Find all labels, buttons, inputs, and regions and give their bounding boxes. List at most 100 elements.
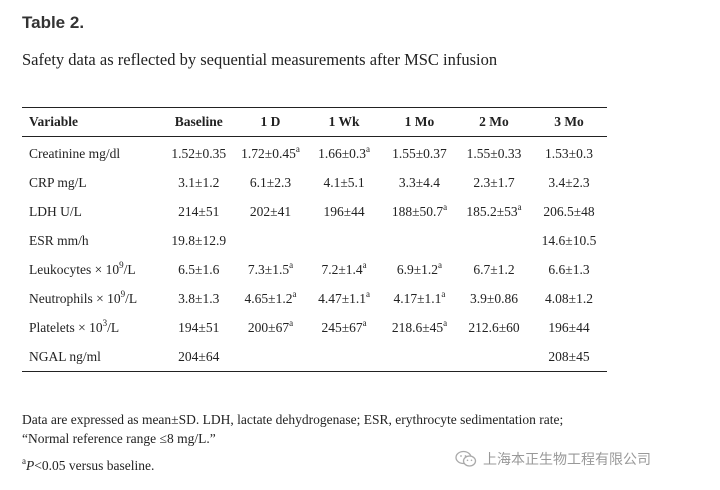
safety-data-table: Variable Baseline 1 D 1 Wk 1 Mo 2 Mo 3 M… [22, 107, 607, 372]
cell-value: 4.47±1.1 [318, 290, 367, 306]
cell-value: 196±44 [323, 203, 365, 219]
table-cell: 3.4±2.3 [531, 168, 607, 197]
significance-marker: a [441, 288, 446, 299]
table-cell: 1.66±0.3a [306, 137, 382, 169]
table-row: Neutrophils × 109/L 3.8±1.3 4.65±1.2a 4.47±… [22, 284, 607, 313]
table-cell: 6.5±1.6 [163, 255, 235, 284]
table-cell: 3.1±1.2 [163, 168, 235, 197]
table-cell [382, 226, 457, 255]
row-variable-label: Leukocytes × 109/L [22, 255, 163, 284]
cell-value: 3.9±0.86 [470, 290, 518, 306]
variable-name: CRP mg/L [29, 174, 87, 190]
header-1wk: 1 Wk [328, 114, 360, 129]
significance-marker: a [438, 259, 443, 270]
cell-value: 1.53±0.3 [545, 145, 593, 161]
cell-value: 208±45 [548, 348, 590, 364]
header-row: Variable Baseline 1 D 1 Wk 1 Mo 2 Mo 3 M… [22, 107, 607, 137]
table-cell: 194±51 [163, 313, 235, 342]
significance-marker: a [362, 317, 367, 328]
table-cell: 4.47±1.1a [306, 284, 382, 313]
cell-value: 1.72±0.45 [241, 145, 296, 161]
table-cell: 1.55±0.37 [382, 137, 457, 169]
footnote-significance: aP<0.05 versus baseline. [22, 456, 582, 475]
table-cell: 1.55±0.33 [457, 137, 531, 169]
unit-exponent: 9 [120, 288, 126, 299]
table-row: Leukocytes × 109/L 6.5±1.6 7.3±1.5a 7.2±1.4… [22, 255, 607, 284]
table-row: NGAL ng/ml 204±64 208±45 [22, 342, 607, 372]
variable-name: Leukocytes × 10 [29, 261, 120, 277]
header-1d: 1 D [260, 114, 281, 129]
table-cell [235, 226, 306, 255]
table-cell: 200±67a [235, 313, 306, 342]
table-cell: 14.6±10.5 [531, 226, 607, 255]
table-cell: 196±44 [306, 197, 382, 226]
variable-name: ESR mm/h [29, 232, 89, 248]
variable-name: Neutrophils × 10 [29, 290, 121, 306]
table-body: Creatinine mg/dl 1.52±0.35 1.72±0.45a 1.66±… [22, 137, 607, 372]
footnote-p-symbol: P [26, 458, 35, 473]
unit-suffix: /L [107, 319, 120, 335]
row-variable-label: LDH U/L [22, 197, 163, 226]
table-cell: 4.08±1.2 [531, 284, 607, 313]
table-row: Creatinine mg/dl 1.52±0.35 1.72±0.45a 1.66±… [22, 137, 607, 169]
cell-value: 1.52±0.35 [171, 145, 227, 161]
table-cell: 19.8±12.9 [163, 226, 235, 255]
cell-value: 196±44 [548, 319, 590, 335]
table-cell: 6.1±2.3 [235, 168, 306, 197]
table-cell: 208±45 [531, 342, 607, 372]
watermark-text: 上海本正生物工程有限公司 [483, 452, 651, 468]
cell-value: 3.8±1.3 [178, 290, 220, 306]
table-row: ESR mm/h 19.8±12.9 14.6±10.5 [22, 226, 607, 255]
table-cell: 4.17±1.1a [382, 284, 457, 313]
table-cell: 6.7±1.2 [457, 255, 531, 284]
table-cell: 6.6±1.3 [531, 255, 607, 284]
cell-value: 14.6±10.5 [541, 232, 597, 248]
table-cell: 188±50.7a [382, 197, 457, 226]
row-variable-label: Creatinine mg/dl [22, 137, 163, 169]
cell-value: 185.2±53 [466, 203, 518, 219]
cell-value: 1.66±0.3 [318, 145, 367, 161]
header-variable: Variable [29, 114, 79, 129]
row-variable-label: CRP mg/L [22, 168, 163, 197]
cell-value: 245±67 [321, 319, 363, 335]
significance-marker: a [517, 201, 522, 212]
table-cell [235, 342, 306, 372]
cell-value: 4.1±5.1 [323, 174, 365, 190]
significance-marker: a [362, 259, 367, 270]
significance-marker: a [443, 317, 448, 328]
footnote-abbreviations: Data are expressed as mean±SD. LDH, lact… [22, 412, 564, 446]
significance-marker: a [289, 317, 294, 328]
cell-value: 2.3±1.7 [473, 174, 515, 190]
cell-value: 3.4±2.3 [548, 174, 590, 190]
significance-marker: a [366, 143, 371, 154]
table-cell: 2.3±1.7 [457, 168, 531, 197]
cell-value: 202±41 [249, 203, 292, 219]
cell-value: 6.1±2.3 [249, 174, 292, 190]
table-cell: 1.53±0.3 [531, 137, 607, 169]
cell-value: 1.55±0.33 [466, 145, 522, 161]
table-cell: 212.6±60 [457, 313, 531, 342]
table-cell [457, 226, 531, 255]
header-3mo: 3 Mo [554, 114, 584, 129]
table-cell: 3.3±4.4 [382, 168, 457, 197]
significance-marker: a [289, 259, 294, 270]
header-baseline: Baseline [174, 114, 223, 129]
cell-value: 3.3±4.4 [398, 174, 441, 190]
table-cell: 218.6±45a [382, 313, 457, 342]
table-cell [382, 342, 457, 372]
footnote-marker: a [22, 456, 26, 466]
cell-value: 200±67 [247, 319, 290, 335]
header-1mo: 1 Mo [404, 114, 435, 129]
cell-value: 206.5±48 [543, 203, 595, 219]
variable-name: NGAL ng/ml [29, 348, 101, 364]
variable-name: LDH U/L [29, 203, 82, 219]
table-cell: 185.2±53a [457, 197, 531, 226]
row-variable-label: Platelets × 103/L [22, 313, 163, 342]
table-cell: 1.72±0.45a [235, 137, 306, 169]
table-cell [457, 342, 531, 372]
unit-exponent: 9 [119, 259, 124, 270]
cell-value: 4.08±1.2 [545, 290, 593, 306]
table-cell [306, 342, 382, 372]
significance-marker: a [443, 201, 448, 212]
table-cell: 3.9±0.86 [457, 284, 531, 313]
